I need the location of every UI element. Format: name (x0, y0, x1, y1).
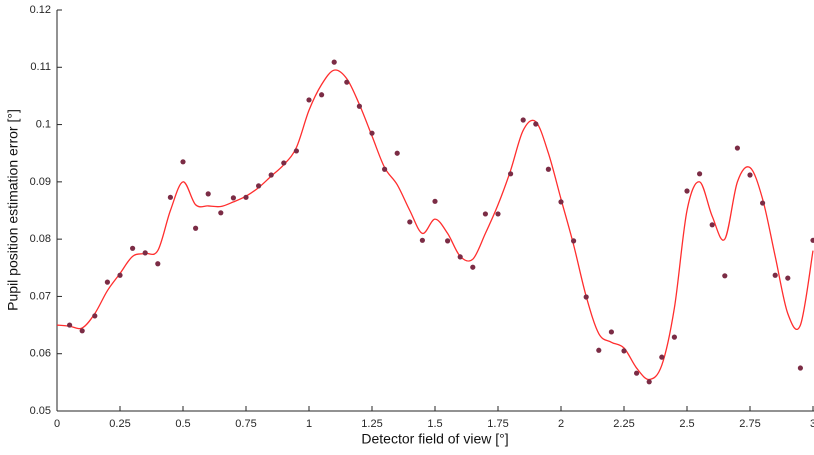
x-tick-label: 3 (810, 418, 814, 430)
data-point (747, 172, 753, 178)
data-point (671, 334, 678, 340)
y-tick-label: 0.1 (36, 118, 51, 130)
x-tick-label: 0.5 (175, 418, 190, 430)
data-point (520, 117, 526, 123)
x-tick-label: 2 (558, 418, 564, 430)
data-point (470, 264, 476, 270)
data-point (508, 171, 514, 177)
data-point (734, 145, 741, 151)
data-point (369, 130, 375, 136)
data-point (583, 294, 589, 300)
data-point (382, 166, 388, 172)
data-point (319, 92, 325, 98)
data-point (79, 328, 85, 334)
x-tick-label: 1.25 (361, 418, 382, 430)
y-tick-label: 0.06 (30, 348, 51, 360)
data-point (167, 194, 173, 200)
data-point (67, 322, 73, 328)
data-point (92, 313, 98, 319)
fit-line (56, 69, 814, 381)
x-axis-title: Detector field of view [°] (361, 431, 508, 447)
data-point (230, 195, 236, 201)
y-tick-label: 0.12 (30, 4, 51, 16)
data-point (571, 238, 577, 244)
data-point (621, 348, 627, 354)
data-point (281, 160, 287, 166)
data-point (634, 370, 640, 376)
x-tick-label: 1.75 (487, 418, 508, 430)
data-point (104, 279, 110, 285)
x-tick-label: 0 (54, 418, 60, 430)
x-tick-label: 1 (306, 418, 312, 430)
data-point (130, 245, 136, 251)
data-point (155, 261, 161, 267)
y-tick-label: 0.07 (30, 290, 51, 302)
x-tick-label: 2.25 (613, 418, 634, 430)
data-point (785, 275, 791, 281)
y-tick-label: 0.11 (30, 61, 51, 73)
data-point (697, 171, 703, 177)
data-point (117, 272, 123, 278)
data-point (659, 354, 665, 360)
data-point (394, 150, 400, 156)
data-point (407, 219, 413, 225)
data-point (193, 225, 199, 231)
y-axis-title: Pupil position estimation error [°] (5, 109, 21, 311)
data-point (797, 365, 804, 371)
data-point (646, 379, 652, 385)
x-tick-label: 0.25 (109, 418, 130, 430)
data-point (457, 254, 463, 260)
data-point (684, 188, 690, 194)
data-point (445, 238, 451, 244)
data-point (533, 121, 539, 127)
data-point (772, 272, 778, 278)
data-point (205, 191, 211, 197)
data-point (331, 59, 337, 65)
data-point (722, 273, 728, 279)
data-point (306, 97, 312, 103)
data-point (419, 237, 425, 243)
data-point (482, 211, 488, 217)
x-tick-label: 1.5 (427, 418, 442, 430)
x-tick-label: 2.75 (739, 418, 760, 430)
data-point (545, 166, 552, 172)
y-tick-label: 0.08 (30, 233, 51, 245)
data-point (243, 194, 249, 200)
data-point (810, 237, 814, 243)
data-point (268, 172, 274, 178)
data-point (180, 159, 186, 165)
y-tick-label: 0.09 (30, 176, 51, 188)
data-point (709, 222, 715, 228)
x-tick-label: 2.5 (679, 418, 694, 430)
data-point (218, 210, 224, 216)
data-point (760, 200, 766, 206)
data-point (256, 183, 262, 189)
data-point (608, 329, 615, 335)
data-point (142, 250, 148, 256)
data-point (432, 198, 438, 204)
y-tick-label: 0.05 (30, 405, 51, 417)
data-point (495, 211, 501, 217)
data-point (293, 148, 299, 154)
data-point (558, 199, 564, 205)
data-point (596, 347, 602, 353)
x-tick-label: 0.75 (235, 418, 256, 430)
data-point (356, 103, 362, 109)
data-point (344, 79, 350, 85)
